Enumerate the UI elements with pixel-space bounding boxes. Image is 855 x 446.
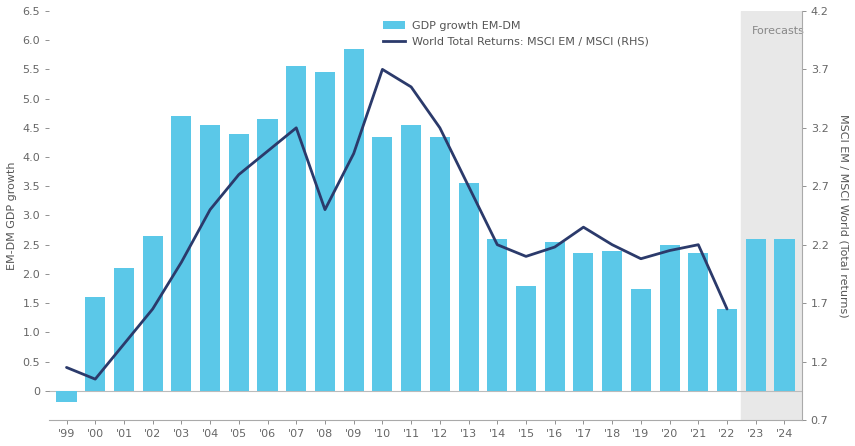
- Bar: [229, 134, 249, 391]
- Bar: [286, 66, 306, 391]
- Y-axis label: EM-DM GDP growth: EM-DM GDP growth: [7, 161, 17, 270]
- Bar: [86, 297, 105, 391]
- Bar: [741, 11, 802, 420]
- Bar: [545, 242, 565, 391]
- Y-axis label: MSCI EM / MSCI World (Total returns): MSCI EM / MSCI World (Total returns): [838, 114, 848, 317]
- Bar: [516, 285, 536, 391]
- Legend: GDP growth EM-DM, World Total Returns: MSCI EM / MSCI (RHS): GDP growth EM-DM, World Total Returns: M…: [379, 17, 653, 51]
- Bar: [200, 125, 220, 391]
- Bar: [344, 49, 363, 391]
- Bar: [688, 253, 709, 391]
- Bar: [631, 289, 651, 391]
- Bar: [487, 239, 507, 391]
- Bar: [171, 116, 192, 391]
- Bar: [574, 253, 593, 391]
- Bar: [717, 309, 737, 391]
- Bar: [659, 245, 680, 391]
- Bar: [430, 136, 450, 391]
- Bar: [257, 119, 278, 391]
- Bar: [775, 239, 794, 391]
- Bar: [746, 239, 766, 391]
- Bar: [602, 251, 622, 391]
- Bar: [373, 136, 392, 391]
- Text: Forecasts: Forecasts: [752, 25, 805, 36]
- Bar: [458, 183, 479, 391]
- Bar: [114, 268, 134, 391]
- Bar: [143, 236, 162, 391]
- Bar: [315, 72, 335, 391]
- Bar: [401, 125, 422, 391]
- Bar: [56, 391, 77, 402]
